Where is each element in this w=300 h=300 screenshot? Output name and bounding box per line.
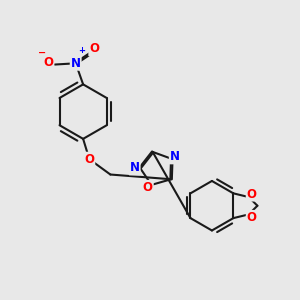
Text: N: N (130, 161, 140, 175)
Text: O: O (44, 56, 53, 69)
Text: −: − (38, 48, 46, 58)
Text: O: O (89, 42, 99, 56)
Text: O: O (247, 211, 257, 224)
Text: +: + (78, 46, 85, 55)
Text: O: O (247, 188, 257, 201)
Text: O: O (143, 181, 153, 194)
Text: N: N (170, 150, 180, 164)
Text: N: N (71, 57, 81, 70)
Text: O: O (84, 153, 94, 166)
